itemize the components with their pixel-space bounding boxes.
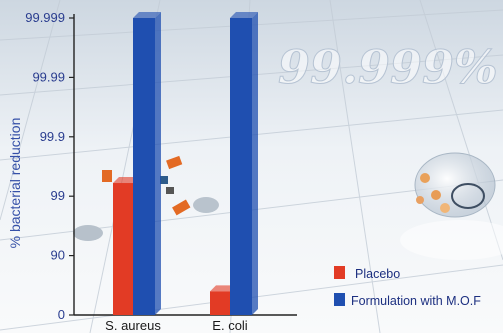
- bar-front: [133, 18, 155, 315]
- legend-label-placebo: Placebo: [355, 267, 400, 281]
- glass-jar-decoration: [400, 152, 503, 260]
- bar-side: [252, 12, 258, 315]
- legend-label-formulation: Formulation with M.O.F: [351, 294, 481, 308]
- y-axis: [73, 14, 297, 316]
- bar-formulation-1: [230, 12, 258, 315]
- y-tick-label: 99.9: [40, 129, 65, 144]
- annotation-watermark: 99.999%: [278, 40, 498, 94]
- y-tick-label: 90: [51, 248, 65, 263]
- y-tick-label: 0: [58, 307, 65, 322]
- y-axis-label: % bacterial reduction: [7, 118, 23, 249]
- bar-front: [113, 183, 135, 315]
- toy-blocks-decoration: [73, 155, 219, 241]
- legend-swatch-placebo: [334, 266, 345, 279]
- bar-side: [155, 12, 161, 315]
- legend: Placebo Formulation with M.O.F: [334, 266, 481, 308]
- bar-top: [133, 12, 161, 18]
- y-tick-label: 99: [51, 188, 65, 203]
- x-category-label: E. coli: [212, 318, 248, 333]
- bar-formulation-0: [133, 12, 161, 315]
- bar-front: [210, 291, 232, 315]
- legend-swatch-formulation: [334, 293, 345, 306]
- y-tick-label: 99.99: [32, 69, 65, 84]
- bar-top: [230, 12, 258, 18]
- bar-front: [230, 18, 252, 315]
- y-tick-label: 99.999: [25, 10, 65, 25]
- x-category-label: S. aureus: [105, 318, 161, 333]
